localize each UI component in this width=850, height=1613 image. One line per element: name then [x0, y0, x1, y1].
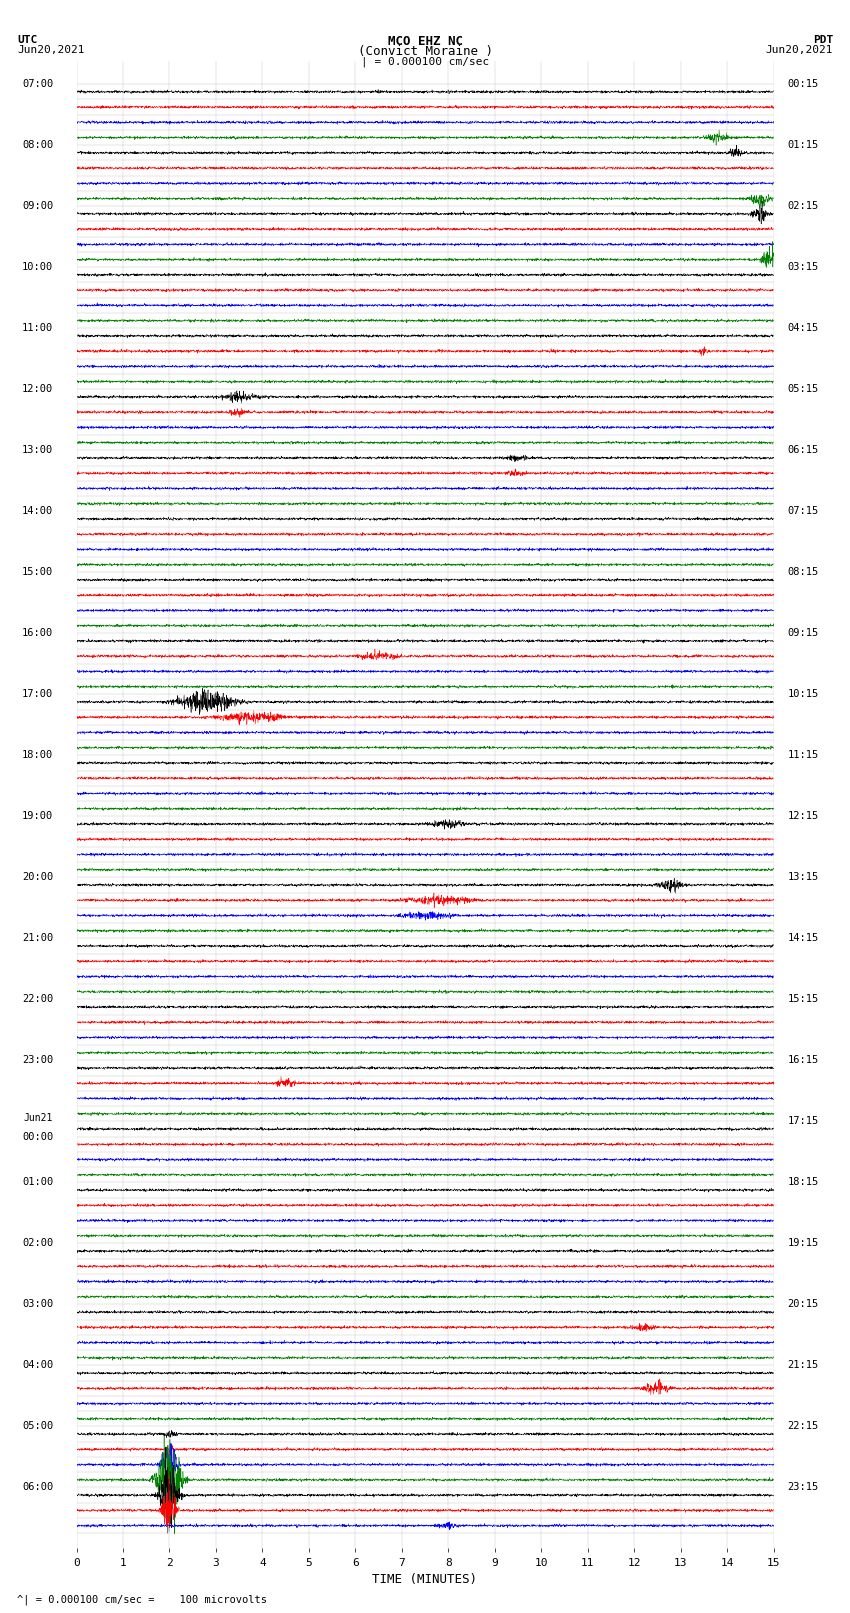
Text: 17:15: 17:15 [787, 1116, 819, 1126]
Text: 02:15: 02:15 [787, 202, 819, 211]
Text: 13:15: 13:15 [787, 873, 819, 882]
Text: 06:15: 06:15 [787, 445, 819, 455]
Text: 23:15: 23:15 [787, 1482, 819, 1492]
Text: 00:15: 00:15 [787, 79, 819, 89]
Text: 22:15: 22:15 [787, 1421, 819, 1431]
Text: 05:15: 05:15 [787, 384, 819, 394]
Text: 03:00: 03:00 [22, 1300, 54, 1310]
Text: 08:15: 08:15 [787, 568, 819, 577]
Text: 08:00: 08:00 [22, 140, 54, 150]
Text: 14:15: 14:15 [787, 934, 819, 944]
Text: 04:15: 04:15 [787, 323, 819, 334]
Text: 02:00: 02:00 [22, 1239, 54, 1248]
Text: 09:15: 09:15 [787, 629, 819, 639]
Text: 22:00: 22:00 [22, 994, 54, 1005]
Text: 15:00: 15:00 [22, 568, 54, 577]
Text: 21:00: 21:00 [22, 934, 54, 944]
Text: Jun20,2021: Jun20,2021 [17, 45, 84, 55]
Text: 17:00: 17:00 [22, 689, 54, 700]
Text: 12:00: 12:00 [22, 384, 54, 394]
Text: 20:00: 20:00 [22, 873, 54, 882]
Text: 18:00: 18:00 [22, 750, 54, 760]
Text: 06:00: 06:00 [22, 1482, 54, 1492]
Text: 19:00: 19:00 [22, 811, 54, 821]
X-axis label: TIME (MINUTES): TIME (MINUTES) [372, 1573, 478, 1586]
Text: 10:15: 10:15 [787, 689, 819, 700]
Text: 03:15: 03:15 [787, 263, 819, 273]
Text: 10:00: 10:00 [22, 263, 54, 273]
Text: Jun21: Jun21 [24, 1113, 54, 1123]
Text: (Convict Moraine ): (Convict Moraine ) [358, 45, 492, 58]
Text: 16:15: 16:15 [787, 1055, 819, 1065]
Text: 16:00: 16:00 [22, 629, 54, 639]
Text: 21:15: 21:15 [787, 1360, 819, 1371]
Text: UTC: UTC [17, 35, 37, 45]
Text: 00:00: 00:00 [22, 1132, 54, 1142]
Text: 13:00: 13:00 [22, 445, 54, 455]
Text: ^| = 0.000100 cm/sec =    100 microvolts: ^| = 0.000100 cm/sec = 100 microvolts [17, 1594, 267, 1605]
Text: 01:00: 01:00 [22, 1177, 54, 1187]
Text: 07:00: 07:00 [22, 79, 54, 89]
Text: 18:15: 18:15 [787, 1177, 819, 1187]
Text: 11:00: 11:00 [22, 323, 54, 334]
Text: PDT: PDT [813, 35, 833, 45]
Text: MCO EHZ NC: MCO EHZ NC [388, 35, 462, 48]
Text: 04:00: 04:00 [22, 1360, 54, 1371]
Text: 20:15: 20:15 [787, 1300, 819, 1310]
Text: 07:15: 07:15 [787, 506, 819, 516]
Text: 14:00: 14:00 [22, 506, 54, 516]
Text: 23:00: 23:00 [22, 1055, 54, 1065]
Text: Jun20,2021: Jun20,2021 [766, 45, 833, 55]
Text: 09:00: 09:00 [22, 202, 54, 211]
Text: | = 0.000100 cm/sec: | = 0.000100 cm/sec [361, 56, 489, 68]
Text: 01:15: 01:15 [787, 140, 819, 150]
Text: 05:00: 05:00 [22, 1421, 54, 1431]
Text: 12:15: 12:15 [787, 811, 819, 821]
Text: 19:15: 19:15 [787, 1239, 819, 1248]
Text: 15:15: 15:15 [787, 994, 819, 1005]
Text: 11:15: 11:15 [787, 750, 819, 760]
